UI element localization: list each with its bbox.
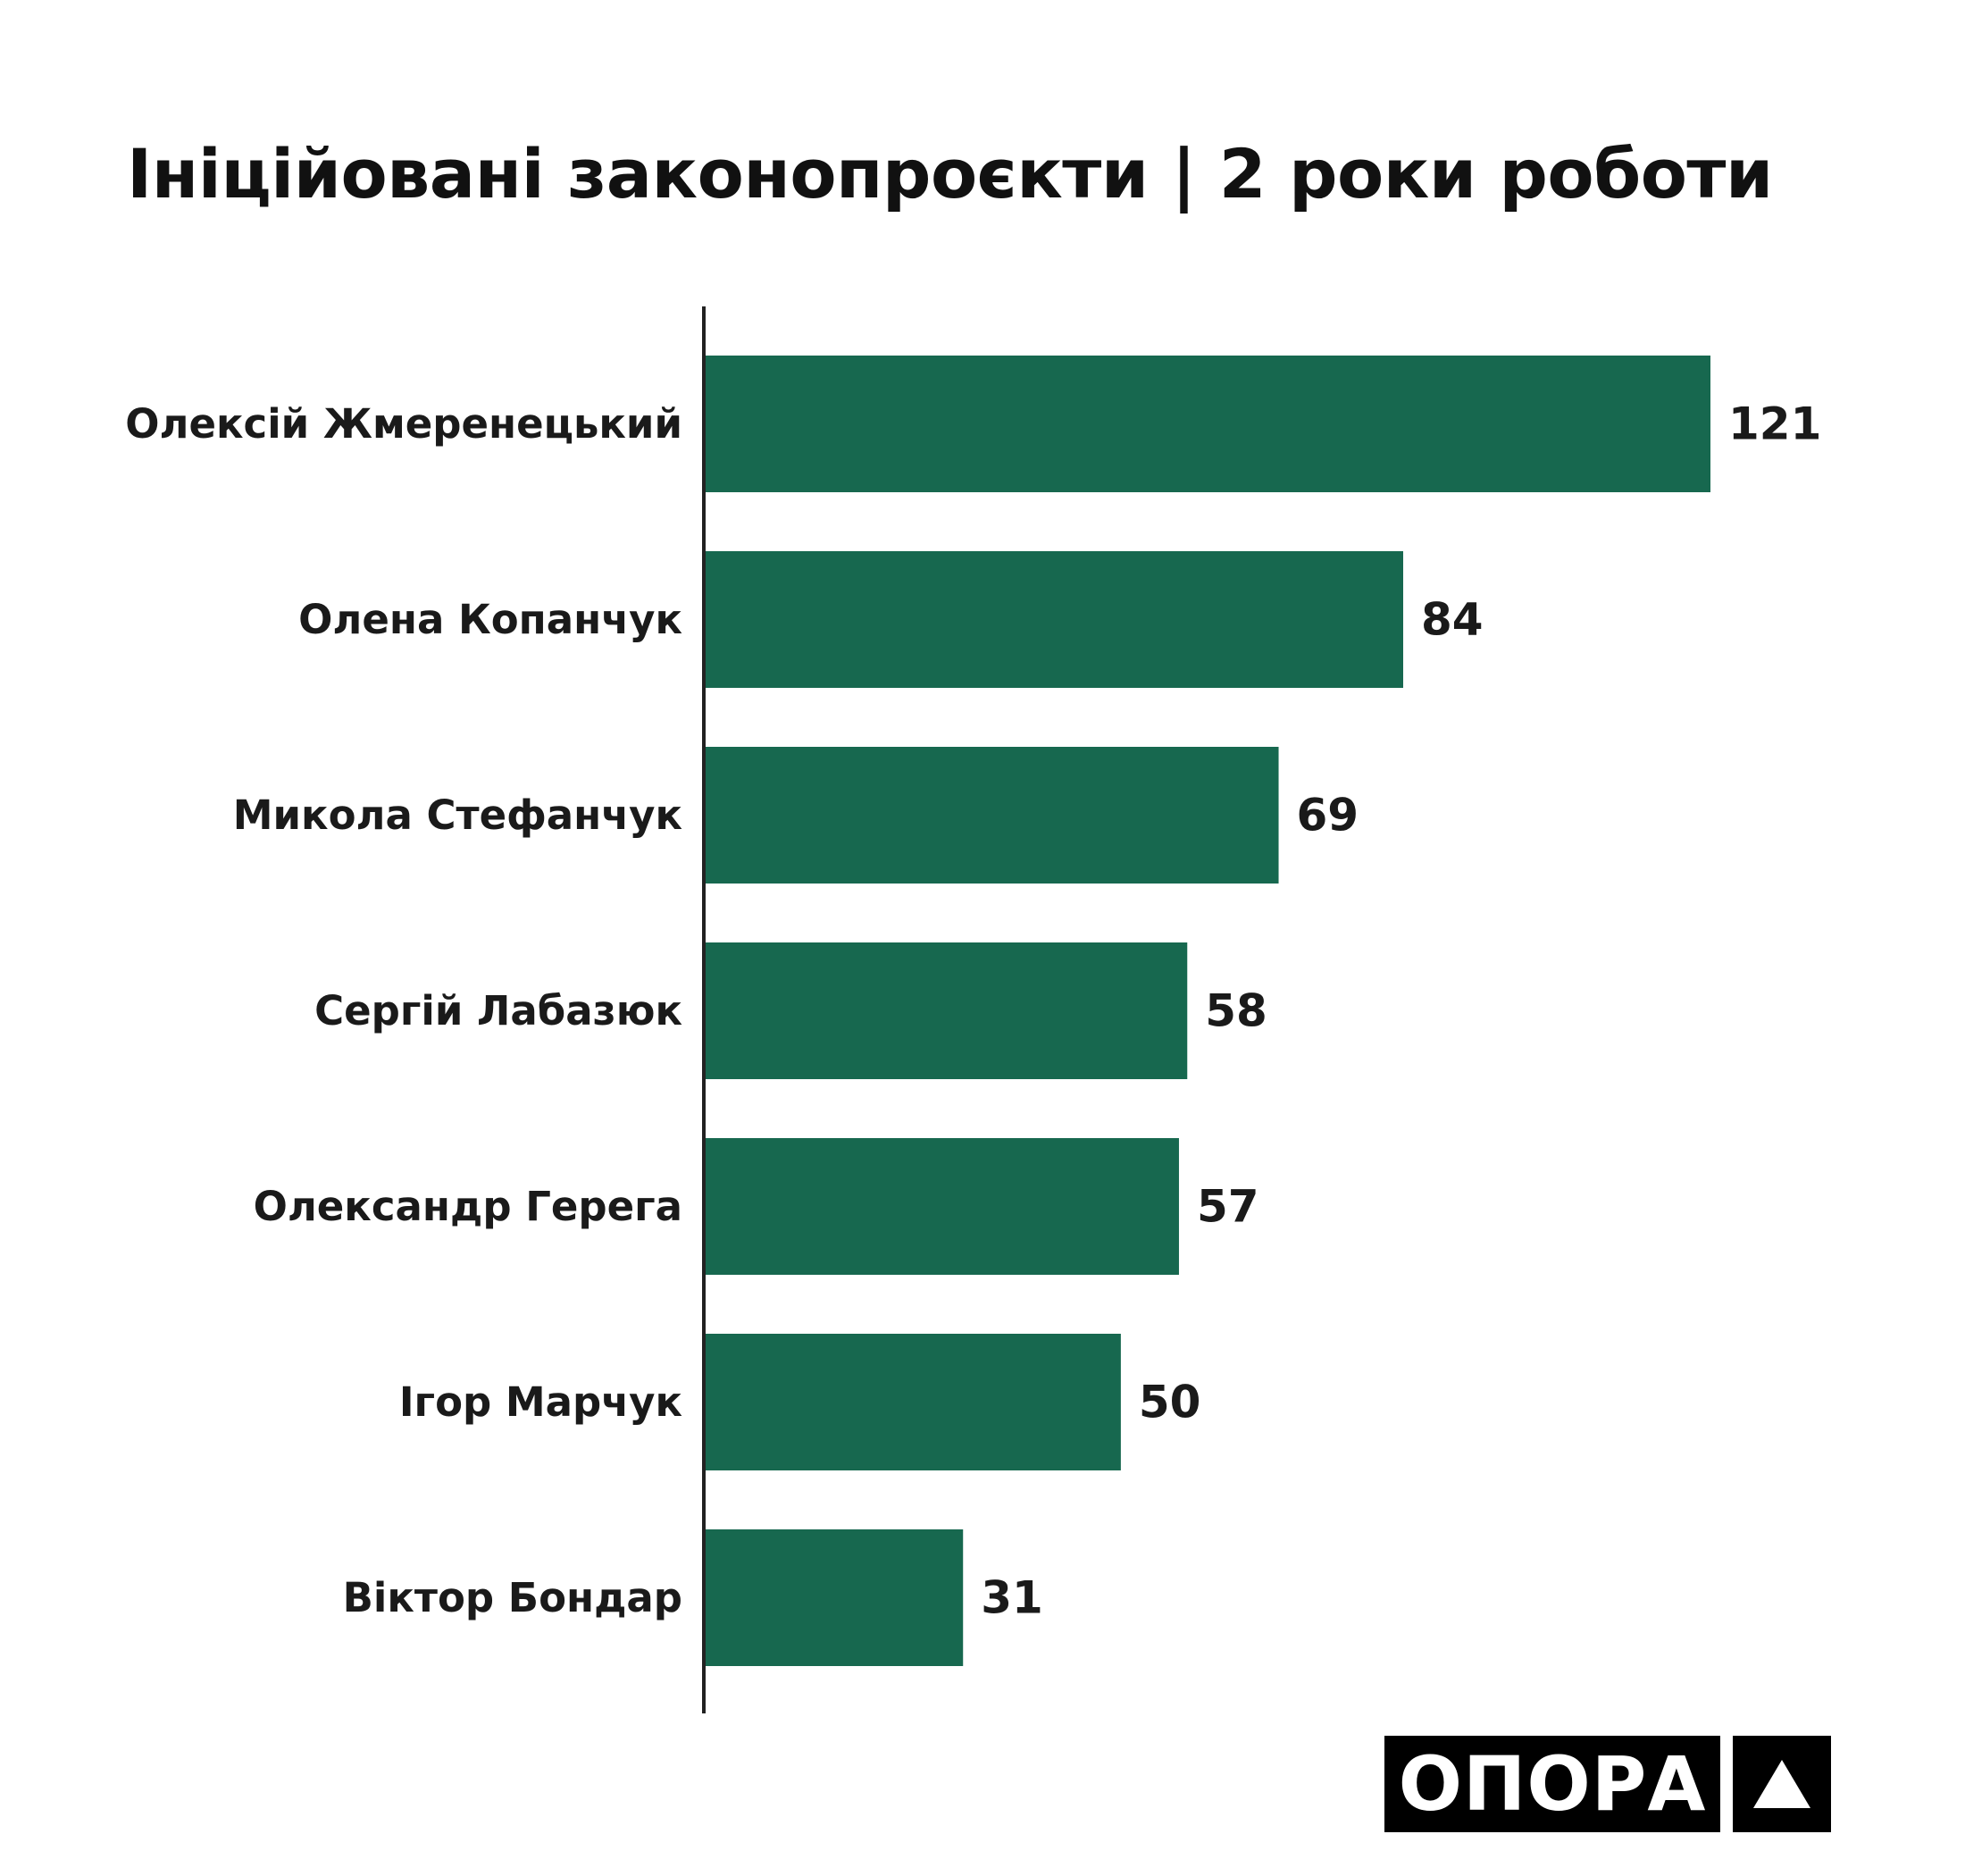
value-label-2: 69 [1297,790,1359,842]
category-label-4: Олександр Герега [254,1183,682,1230]
value-label-0: 121 [1728,398,1821,450]
value-labels: 121 84 69 58 57 50 31 [981,398,1821,1624]
category-label-2: Микола Стефанчук [233,791,682,839]
chart-title: Ініційовані законопроєкти | 2 роки робот… [127,134,1773,214]
category-label-0: Олексій Жмеренецький [125,400,682,448]
value-label-5: 50 [1139,1377,1201,1428]
value-label-3: 58 [1205,985,1267,1037]
bar-6 [706,1529,964,1666]
logo-wordmark: ОПОРА [1384,1736,1720,1832]
bar-3 [706,942,1188,1079]
bar-4 [706,1138,1179,1275]
category-labels: Олексій Жмеренецький Олена Копанчук Микола… [125,400,682,1621]
bar-2 [706,747,1279,884]
value-label-4: 57 [1197,1181,1259,1233]
value-label-6: 31 [981,1572,1043,1624]
category-label-6: Віктор Бондар [343,1574,682,1621]
triangle-icon-shape [1753,1760,1810,1808]
category-label-1: Олена Копанчук [298,596,682,643]
category-label-3: Сергій Лабазюк [314,987,682,1034]
triangle-icon [1733,1736,1831,1832]
opora-logo: ОПОРА [1384,1736,1831,1832]
category-label-5: Ігор Марчук [399,1378,682,1426]
bar-1 [706,551,1403,688]
value-label-1: 84 [1421,594,1484,646]
bars-group [706,356,1710,1666]
bar-0 [706,356,1710,492]
bar-5 [706,1334,1121,1470]
